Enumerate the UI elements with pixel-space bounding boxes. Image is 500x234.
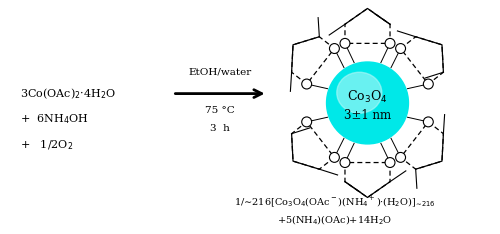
Text: 3Co(OAc)$_2$·4H$_2$O: 3Co(OAc)$_2$·4H$_2$O: [20, 86, 116, 101]
Text: EtOH/water: EtOH/water: [188, 67, 252, 76]
Circle shape: [424, 79, 434, 89]
Text: 3±1 nm: 3±1 nm: [344, 109, 391, 122]
Text: +   1/2O$_2$: + 1/2O$_2$: [20, 139, 73, 152]
Text: 1/∼216[Co$_3$O$_4$(OAc$^-$)(NH$_4$$^+$)·(H$_2$O)]$_{∼216}$: 1/∼216[Co$_3$O$_4$(OAc$^-$)(NH$_4$$^+$)·…: [234, 194, 436, 208]
Circle shape: [330, 152, 340, 162]
Text: 3  h: 3 h: [210, 124, 230, 133]
Circle shape: [396, 152, 406, 162]
Circle shape: [385, 157, 395, 168]
Text: 75 °C: 75 °C: [205, 106, 235, 115]
Text: +  6NH$_4$OH: + 6NH$_4$OH: [20, 113, 88, 127]
Ellipse shape: [326, 62, 408, 144]
Text: +5(NH$_4$)(OAc)+14H$_2$O: +5(NH$_4$)(OAc)+14H$_2$O: [278, 213, 392, 227]
Circle shape: [340, 157, 350, 168]
Circle shape: [385, 38, 395, 48]
Ellipse shape: [337, 72, 382, 113]
Text: Co$_3$O$_4$: Co$_3$O$_4$: [348, 89, 388, 105]
Circle shape: [302, 117, 312, 127]
Circle shape: [424, 117, 434, 127]
Circle shape: [396, 44, 406, 54]
Circle shape: [302, 79, 312, 89]
Circle shape: [330, 44, 340, 54]
Circle shape: [340, 38, 350, 48]
